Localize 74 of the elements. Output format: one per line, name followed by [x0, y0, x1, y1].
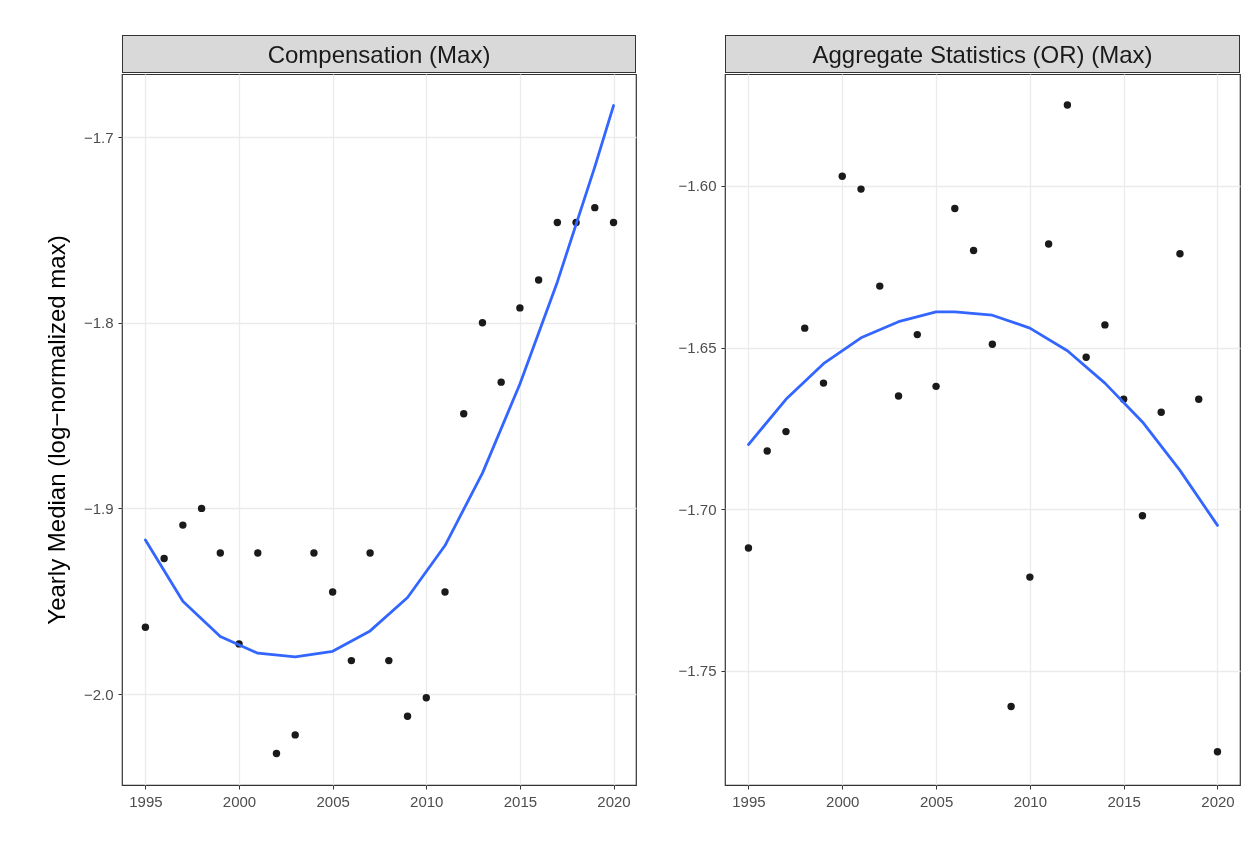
line-series — [747, 310, 1219, 527]
point — [782, 427, 790, 436]
x-tick-label: 2020 — [1201, 792, 1235, 810]
point — [516, 304, 524, 312]
x-tick-label: 2010 — [1013, 792, 1048, 810]
point — [744, 544, 753, 552]
point — [951, 204, 959, 213]
x-tick-label: 1995 — [129, 792, 163, 810]
point — [1195, 395, 1203, 403]
point — [141, 623, 150, 631]
y-axis-title: Yearly Median (log−normalized max) — [42, 235, 70, 625]
point — [272, 749, 281, 758]
point — [534, 276, 543, 284]
point — [591, 203, 599, 212]
x-tick-label: 2005 — [919, 792, 954, 810]
y-tick-label: −1.75 — [678, 662, 717, 680]
point — [932, 382, 940, 391]
point — [197, 504, 206, 513]
point — [969, 246, 978, 255]
y-tick-label: −1.60 — [678, 177, 717, 195]
y-tick-label: −2.0 — [83, 685, 114, 703]
point — [838, 172, 846, 180]
x-tick-label: 1995 — [732, 792, 766, 810]
point — [441, 588, 449, 596]
point — [1026, 573, 1034, 581]
chart-title: Aggregate Statistics (OR) (Max) — [725, 35, 1240, 73]
y-tick-label: −1.70 — [678, 500, 717, 518]
point — [876, 282, 884, 290]
point — [1138, 511, 1147, 520]
chart-title: Compensation (Max) — [122, 35, 636, 73]
x-tick-label: 2000 — [826, 792, 860, 810]
point — [857, 185, 865, 193]
point — [819, 379, 828, 387]
y-tick-label: −1.9 — [83, 499, 114, 517]
point — [1007, 702, 1015, 711]
point — [801, 324, 809, 332]
point — [310, 549, 318, 557]
point — [988, 340, 997, 348]
y-tick-label: −1.7 — [83, 128, 114, 146]
point — [553, 218, 562, 227]
point — [1044, 240, 1053, 248]
point — [1213, 748, 1222, 756]
point — [254, 549, 262, 557]
x-tick-label: 2020 — [597, 792, 631, 810]
point — [1063, 101, 1072, 109]
point — [1082, 353, 1090, 361]
point — [913, 330, 922, 339]
y-tick-label: −1.65 — [678, 339, 717, 357]
point — [1157, 408, 1165, 416]
point — [763, 447, 771, 455]
point — [1176, 250, 1184, 258]
point — [894, 392, 903, 400]
point — [385, 656, 393, 665]
point — [366, 549, 374, 557]
point — [478, 319, 487, 327]
point — [291, 731, 299, 739]
point — [422, 694, 430, 702]
point — [497, 378, 505, 386]
line-series — [144, 104, 615, 659]
x-tick-label: 2005 — [316, 792, 350, 810]
point — [460, 410, 468, 418]
point — [609, 218, 618, 227]
point — [1101, 321, 1109, 329]
y-tick-label: −1.8 — [83, 314, 114, 332]
x-tick-label: 2015 — [1107, 792, 1141, 810]
point — [403, 712, 412, 721]
x-tick-label: 2015 — [503, 792, 538, 810]
point — [216, 549, 225, 557]
x-tick-label: 2010 — [410, 792, 444, 810]
point — [328, 588, 337, 596]
point — [347, 656, 356, 665]
point — [160, 554, 168, 563]
point — [179, 521, 187, 529]
x-tick-label: 2000 — [222, 792, 257, 810]
